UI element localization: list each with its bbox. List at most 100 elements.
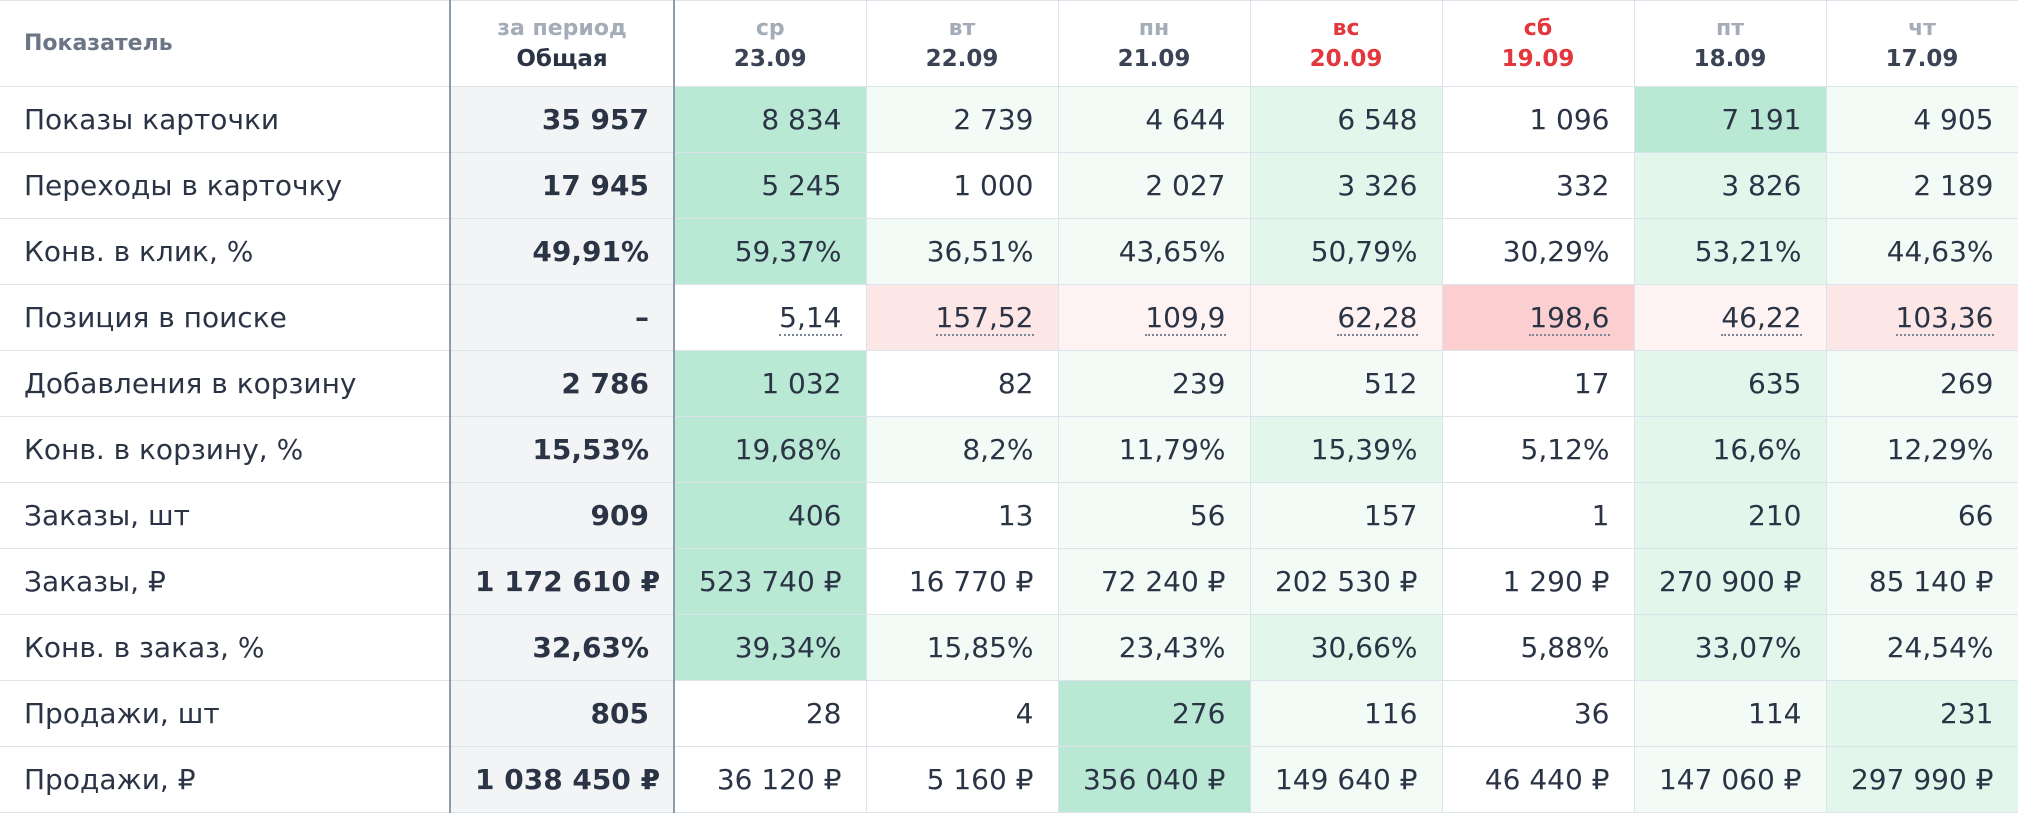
table-row: Позиция в поиске – 5,14 157,52 109,9 62,28 198…: [0, 284, 2018, 351]
position-value-tooltip-trigger[interactable]: 157,52: [935, 300, 1034, 336]
day-of-week: ср: [755, 15, 785, 41]
day-value-cell: 30,66%: [1249, 614, 1443, 681]
period-total-cell: 15,53%: [449, 416, 675, 483]
day-value-cell: 1 000: [865, 152, 1059, 219]
position-value-tooltip-trigger[interactable]: 198,6: [1529, 300, 1610, 336]
day-value-cell: 157: [1249, 482, 1443, 549]
day-date: 22.09: [925, 45, 999, 72]
period-total-cell: 805: [449, 680, 675, 747]
day-value-cell: 270 900 ₽: [1633, 548, 1827, 615]
table-row: Продажи, ₽1 038 450 ₽36 120 ₽5 160 ₽356 …: [0, 746, 2018, 813]
day-value-cell: 202 530 ₽: [1249, 548, 1443, 615]
day-value-cell: 2 189: [1825, 152, 2018, 219]
day-value-cell: 210: [1633, 482, 1827, 549]
day-value-cell: 66: [1825, 482, 2018, 549]
period-caption: за период: [497, 15, 627, 41]
position-value-tooltip-trigger[interactable]: 62,28: [1337, 300, 1418, 336]
day-value-cell: 36 120 ₽: [673, 746, 867, 813]
day-value-cell: 406: [673, 482, 867, 549]
day-value-cell: 1 096: [1441, 86, 1635, 153]
row-label-orders-count: Заказы, шт: [0, 482, 451, 549]
period-total-cell: 2 786: [449, 350, 675, 417]
day-value-cell: 5,12%: [1441, 416, 1635, 483]
table-row: Переходы в карточку 17 945 5 245 1 000 2 027…: [0, 152, 2018, 219]
position-value-tooltip-trigger[interactable]: 109,9: [1145, 300, 1226, 336]
day-date: 19.09: [1501, 45, 1575, 72]
period-total-column-header[interactable]: за период Общая: [449, 0, 675, 87]
day-of-week: пт: [1716, 15, 1744, 41]
day-value-cell: 276: [1057, 680, 1251, 747]
day-value-cell: 3 326: [1249, 152, 1443, 219]
day-value-cell[interactable]: 103,36: [1825, 284, 2018, 351]
day-value-cell: 5 160 ₽: [865, 746, 1059, 813]
day-of-week: вс: [1332, 15, 1360, 41]
position-value-tooltip-trigger[interactable]: 5,14: [779, 300, 842, 336]
day-value-cell[interactable]: 5,14: [673, 284, 867, 351]
day-value-cell: 1 290 ₽: [1441, 548, 1635, 615]
day-value-cell: 15,85%: [865, 614, 1059, 681]
day-value-cell: 5,88%: [1441, 614, 1635, 681]
day-value-cell: 269: [1825, 350, 2018, 417]
day-value-cell: 30,29%: [1441, 218, 1635, 285]
position-value-tooltip-trigger[interactable]: 103,36: [1895, 300, 1994, 336]
day-value-cell: 13: [865, 482, 1059, 549]
table-row: Конв. в корзину, % 15,53% 19,68% 8,2% 11,79%…: [0, 416, 2018, 483]
day-value-cell: 512: [1249, 350, 1443, 417]
day-value-cell: 53,21%: [1633, 218, 1827, 285]
day-value-cell[interactable]: 198,6: [1441, 284, 1635, 351]
period-total-cell: 49,91%: [449, 218, 675, 285]
day-value-cell: 5 245: [673, 152, 867, 219]
day-value-cell: 523 740 ₽: [673, 548, 867, 615]
day-column-header[interactable]: вт 22.09: [865, 0, 1059, 87]
day-value-cell: 116: [1249, 680, 1443, 747]
day-value-cell: 39,34%: [673, 614, 867, 681]
day-value-cell: 46 440 ₽: [1441, 746, 1635, 813]
period-total-cell: 1 172 610 ₽: [449, 548, 675, 615]
row-label-orders-rub: Заказы, ₽: [0, 548, 451, 615]
day-column-header[interactable]: пн 21.09: [1057, 0, 1251, 87]
day-value-cell: 332: [1441, 152, 1635, 219]
position-value-tooltip-trigger[interactable]: 46,22: [1721, 300, 1802, 336]
day-value-cell: 16 770 ₽: [865, 548, 1059, 615]
day-date: 20.09: [1309, 45, 1383, 72]
table-row: Продажи, шт 805 28 4 276 116 36 114 231: [0, 680, 2018, 747]
day-value-cell[interactable]: 62,28: [1249, 284, 1443, 351]
period-total-cell: 32,63%: [449, 614, 675, 681]
day-of-week: чт: [1908, 15, 1936, 41]
day-column-header[interactable]: вс 20.09: [1249, 0, 1443, 87]
day-value-cell: 356 040 ₽: [1057, 746, 1251, 813]
day-value-cell: 4 644: [1057, 86, 1251, 153]
day-value-cell: 12,29%: [1825, 416, 2018, 483]
period-total-cell: –: [449, 284, 675, 351]
day-value-cell: 114: [1633, 680, 1827, 747]
day-value-cell[interactable]: 109,9: [1057, 284, 1251, 351]
day-value-cell: 56: [1057, 482, 1251, 549]
period-total-label: Общая: [516, 45, 608, 72]
period-total-cell: 909: [449, 482, 675, 549]
day-column-header[interactable]: сб 19.09: [1441, 0, 1635, 87]
day-value-cell: 59,37%: [673, 218, 867, 285]
day-value-cell: 4 905: [1825, 86, 2018, 153]
day-value-cell: 2 739: [865, 86, 1059, 153]
day-value-cell: 239: [1057, 350, 1251, 417]
day-value-cell: 149 640 ₽: [1249, 746, 1443, 813]
metric-column-header[interactable]: Показатель: [0, 0, 451, 87]
day-column-header[interactable]: пт 18.09: [1633, 0, 1827, 87]
day-value-cell[interactable]: 157,52: [865, 284, 1059, 351]
day-value-cell: 1 032: [673, 350, 867, 417]
row-label-search-position: Позиция в поиске: [0, 284, 451, 351]
day-value-cell: 50,79%: [1249, 218, 1443, 285]
day-of-week: сб: [1523, 15, 1553, 41]
day-value-cell: 19,68%: [673, 416, 867, 483]
table-row: Конв. в заказ, % 32,63% 39,34% 15,85% 23,43%…: [0, 614, 2018, 681]
period-total-cell: 17 945: [449, 152, 675, 219]
row-label-sales-rub: Продажи, ₽: [0, 746, 451, 813]
day-column-header[interactable]: ср 23.09: [673, 0, 867, 87]
day-column-header[interactable]: чт 17.09: [1825, 0, 2018, 87]
table-row: Показы карточки 35 957 8 834 2 739 4 644 6 54…: [0, 86, 2018, 153]
day-value-cell: 72 240 ₽: [1057, 548, 1251, 615]
day-value-cell: 3 826: [1633, 152, 1827, 219]
table-row: Конв. в клик, % 49,91% 59,37% 36,51% 43,65% 5…: [0, 218, 2018, 285]
day-value-cell[interactable]: 46,22: [1633, 284, 1827, 351]
